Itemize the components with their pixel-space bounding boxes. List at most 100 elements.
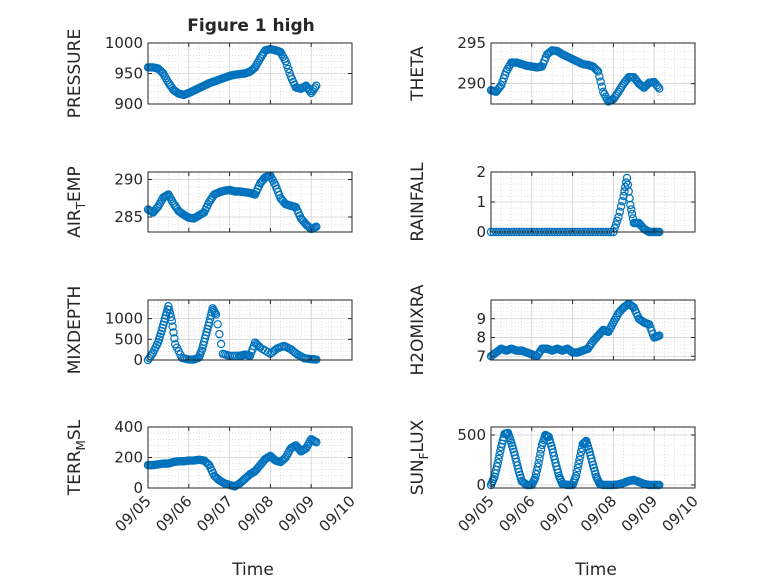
data-point	[618, 197, 627, 206]
data-point	[211, 310, 221, 319]
axes-box	[147, 299, 353, 361]
data-point	[614, 212, 623, 222]
axes-box	[490, 426, 696, 489]
data-point	[310, 83, 320, 92]
data-point	[167, 316, 176, 325]
data-point	[495, 82, 505, 92]
data-point	[574, 459, 583, 469]
data-point	[581, 437, 590, 446]
data-point	[638, 82, 647, 91]
data-point	[620, 187, 629, 196]
data-point	[572, 467, 582, 477]
data-point	[655, 480, 664, 490]
data-point	[233, 351, 242, 361]
data-point	[613, 216, 622, 225]
data-point	[575, 455, 584, 465]
data-point	[532, 466, 542, 475]
x-tick-label: 09/05	[112, 492, 155, 535]
y-axis-label: PRESSURE	[65, 29, 85, 118]
y-tick-label: 8	[476, 329, 486, 347]
data-point	[627, 205, 636, 214]
data-point	[611, 220, 621, 229]
figure-title: Figure 1 high	[187, 16, 315, 36]
data-point	[653, 82, 663, 92]
data-point	[571, 471, 581, 481]
y-tick-label: 2	[476, 163, 486, 181]
data-point	[215, 329, 224, 339]
axes-box	[490, 42, 696, 105]
x-tick-label: 09/06	[152, 492, 195, 535]
data-point	[312, 81, 321, 90]
data-point	[282, 60, 292, 70]
data-point	[595, 72, 604, 81]
y-tick-label: 295	[457, 34, 486, 52]
data-point	[596, 77, 605, 86]
subplot-row2-left: 285 290 AIRTEMP	[65, 166, 353, 238]
data-point	[495, 450, 504, 460]
data-point	[536, 449, 545, 459]
data-point	[534, 458, 543, 468]
y-tick-label: 0	[133, 351, 143, 369]
data-point	[621, 178, 631, 187]
data-point	[284, 64, 293, 74]
axes-box	[147, 171, 353, 233]
x-tick-label: 09/06	[495, 492, 538, 535]
y-tick-label: 0	[476, 476, 486, 494]
y-tick-label: 500	[114, 330, 143, 348]
data-point	[573, 463, 582, 473]
data-point	[533, 462, 542, 471]
data-point	[170, 334, 179, 343]
data-point	[615, 85, 624, 94]
data-point	[312, 222, 321, 231]
x-tick-label: 09/09	[275, 492, 318, 535]
x-tick-label: 09/08	[234, 492, 277, 535]
y-axis-label: SUNFLUX	[408, 419, 431, 495]
data-point	[626, 200, 635, 210]
y-axis-label: MIXDEPTH	[65, 286, 85, 375]
data-point	[493, 458, 502, 468]
x-tick-label: 09/08	[577, 492, 620, 535]
data-point	[169, 328, 178, 337]
y-tick-label: 290	[114, 171, 143, 189]
data-point	[593, 67, 603, 76]
y-tick-label: 0	[133, 479, 143, 497]
data-point	[576, 447, 586, 457]
subplot-row2-right: 0 1 2 RAINFALL	[408, 162, 696, 242]
data-point	[216, 339, 226, 349]
data-point	[615, 207, 624, 216]
y-tick-label: 285	[114, 208, 143, 226]
data-point	[492, 462, 502, 471]
data-point	[591, 64, 600, 74]
y-tick-label: 200	[114, 449, 143, 467]
y-axis-label: AIRTEMP	[65, 166, 88, 237]
data-point	[576, 451, 585, 461]
x-tick-label: 09/09	[618, 492, 661, 535]
data-point	[535, 454, 544, 463]
y-tick-label: 900	[114, 95, 143, 113]
y-tick-label: 1	[476, 193, 486, 211]
data-point	[213, 320, 222, 329]
data-point	[616, 202, 626, 211]
data-point	[621, 301, 631, 310]
subplot-top-left: 900 950 1000 PRESSURE	[65, 29, 353, 118]
data-point	[494, 454, 503, 464]
x-tick-label: 09/05	[455, 492, 498, 535]
data-point	[614, 87, 623, 97]
axes-box	[490, 299, 696, 361]
subplot-top-right: 290 295 THETA	[408, 34, 696, 106]
data-point	[531, 473, 540, 483]
data-point	[597, 82, 607, 91]
y-tick-label: 7	[476, 347, 486, 365]
data-point	[616, 83, 626, 92]
data-point	[253, 340, 262, 350]
subplot-row3-left: 0 500 1000 MIXDEPTH	[65, 286, 353, 375]
x-tick-label: 09/10	[659, 492, 702, 535]
x-tick-label: 09/07	[536, 492, 579, 535]
y-tick-label: 500	[457, 426, 486, 444]
y-axis-label: H2OMIXRA	[408, 284, 428, 375]
y-tick-label: 0	[476, 223, 486, 241]
